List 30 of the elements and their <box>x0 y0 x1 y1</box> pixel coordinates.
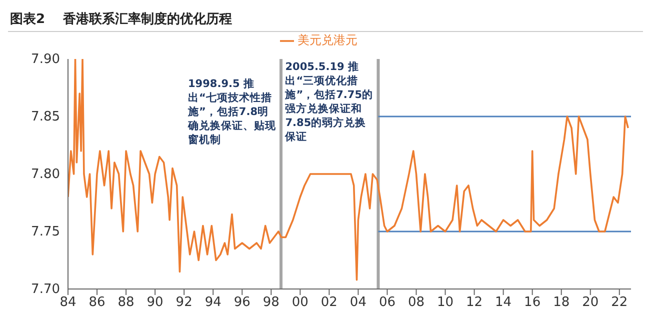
x-tick-label: 84 <box>60 295 76 310</box>
x-tick-label: 90 <box>146 295 164 310</box>
x-tick-label: 16 <box>524 295 541 310</box>
x-tick-label: 14 <box>495 295 512 310</box>
y-tick-label: 7.85 <box>31 109 60 124</box>
x-tick-label: 12 <box>466 295 483 310</box>
x-tick-label: 18 <box>553 295 570 310</box>
y-tick-label: 7.90 <box>31 52 60 67</box>
x-tick-label: 02 <box>320 295 338 310</box>
x-tick-label: 06 <box>378 295 396 310</box>
x-tick-label: 10 <box>436 295 454 310</box>
line-series <box>68 59 629 281</box>
x-tick-label: 22 <box>611 295 628 310</box>
legend-label: 美元兑港元 <box>298 33 358 47</box>
x-tick-label: 96 <box>234 295 250 310</box>
chart-title: 图表2 香港联系汇率制度的优化历程 <box>8 8 643 32</box>
annotation: 2005.5.19 推出“三项优化措施”，包括7.75的强方兑换保证和7.85的弱方兑换保证 <box>284 60 374 145</box>
x-tick-label: 04 <box>350 295 366 310</box>
y-tick-label: 7.75 <box>31 224 60 240</box>
x-tick-label: 98 <box>262 295 280 310</box>
x-tick-label: 88 <box>118 295 134 310</box>
x-tick-label: 94 <box>204 295 222 310</box>
x-tick-label: 92 <box>176 295 192 310</box>
y-tick-label: 7.70 <box>31 282 60 297</box>
x-tick-label: 20 <box>582 295 599 310</box>
y-tick-label: 7.80 <box>31 166 60 182</box>
x-tick-label: 08 <box>408 295 425 310</box>
annotation: 1998.9.5 推出“七项技术性措施”，包括7.8明确兑换保证、贴现窗机制 <box>186 77 277 148</box>
x-tick-label: 86 <box>88 295 106 310</box>
x-tick-label: 00 <box>292 295 308 310</box>
